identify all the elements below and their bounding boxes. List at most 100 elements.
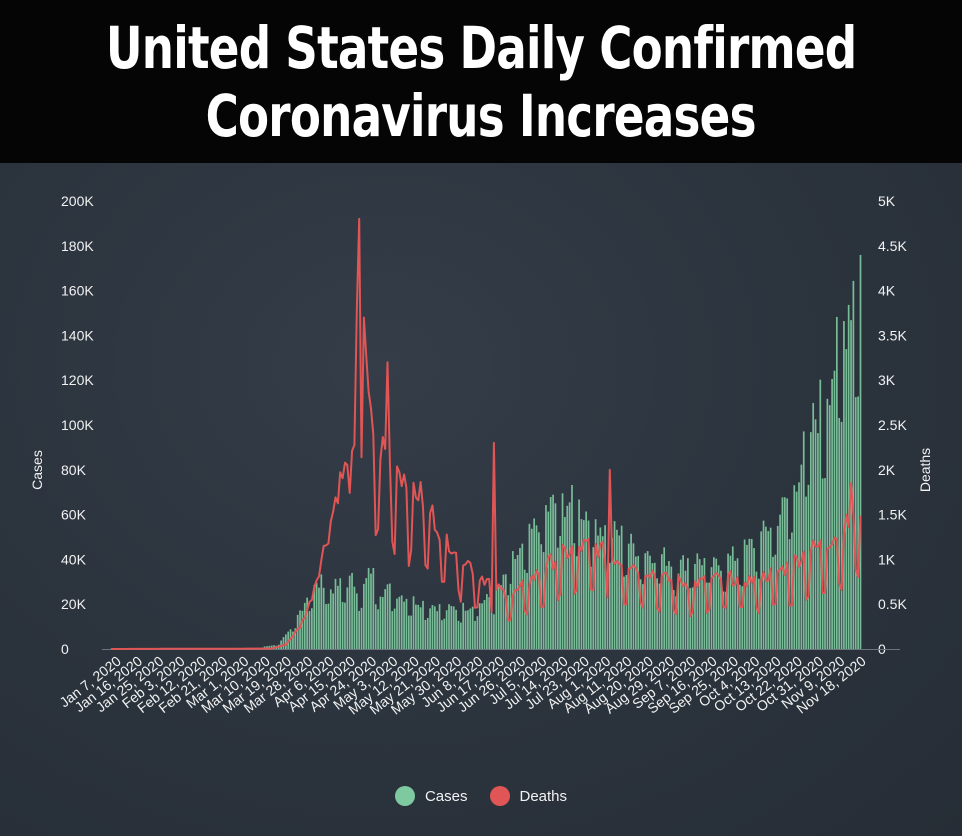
cases-bar — [355, 593, 358, 649]
cases-bar — [821, 478, 824, 649]
y-tick-right: 2.5K — [878, 417, 907, 433]
cases-bar — [464, 610, 467, 649]
cases-bar — [438, 604, 441, 649]
cases-bar — [426, 617, 429, 649]
cases-bar — [538, 532, 540, 649]
cases-bar — [292, 631, 294, 649]
cases-bar — [649, 555, 651, 649]
cases-bar — [282, 637, 285, 649]
cases-bar — [381, 596, 384, 649]
cases-bar — [301, 610, 304, 649]
y-tick-right: 5K — [878, 193, 896, 209]
cases-bar — [691, 587, 694, 649]
cases-bar — [571, 485, 573, 649]
cases-bar — [370, 573, 372, 649]
cases-bar — [386, 584, 389, 649]
cases-bar — [424, 619, 427, 649]
cases-bar — [748, 538, 751, 649]
cases-bar — [743, 539, 746, 649]
y-axis-label-cases: Cases — [29, 450, 45, 490]
cases-bar — [497, 586, 500, 649]
cases-bar — [835, 316, 838, 649]
cases-bar — [296, 614, 299, 649]
cases-bar — [665, 565, 668, 649]
cases-bar — [582, 520, 585, 649]
cases-bar — [535, 525, 538, 649]
cases-bar — [514, 559, 517, 649]
cases-bar — [467, 610, 469, 649]
cases-bar — [639, 579, 642, 649]
cases-bar — [486, 594, 488, 649]
y-tick-left: 140K — [61, 327, 94, 343]
cases-bar — [722, 591, 725, 649]
cases-bar — [663, 547, 666, 649]
cases-bar — [597, 535, 599, 649]
cases-bar — [521, 543, 524, 649]
cases-bar — [268, 645, 271, 649]
cases-bar — [731, 546, 734, 649]
cases-bar — [500, 585, 502, 649]
cases-bar — [325, 604, 327, 649]
cases-bar — [741, 586, 744, 649]
cases-bar — [318, 587, 320, 649]
cases-bar — [379, 596, 382, 649]
cases-bar — [765, 526, 767, 649]
cases-bar — [687, 558, 689, 649]
y-axis-label-deaths: Deaths — [917, 448, 933, 492]
legend-label-deaths: Deaths — [519, 787, 568, 805]
cases-bar — [637, 555, 640, 649]
y-tick-right: 1K — [878, 551, 896, 567]
cases-bar — [604, 525, 606, 649]
cases-bar — [625, 575, 628, 649]
cases-bar — [817, 433, 819, 649]
cases-bar — [779, 514, 781, 649]
y-tick-left: 0 — [61, 641, 69, 657]
cases-bar — [616, 529, 618, 649]
cases-bar — [391, 611, 394, 649]
cases-bar — [611, 537, 614, 649]
cases-bar — [474, 620, 476, 649]
cases-bar — [564, 517, 566, 649]
y-tick-left: 80K — [61, 462, 87, 478]
cases-bar — [365, 578, 368, 649]
y-tick-left: 20K — [61, 596, 87, 612]
cases-bar — [452, 606, 455, 649]
cases-bar — [750, 538, 753, 649]
cases-bar — [415, 604, 417, 649]
cases-bar — [459, 622, 462, 649]
cases-bar — [852, 280, 855, 649]
legend-item-deaths[interactable]: Deaths — [489, 786, 568, 806]
cases-bar — [646, 551, 649, 649]
cases-bar — [814, 419, 817, 649]
cases-bar — [585, 511, 588, 649]
cases-bar — [847, 304, 850, 649]
cases-bar — [488, 597, 491, 649]
cases-bar — [634, 556, 637, 649]
legend-item-cases[interactable]: Cases — [394, 786, 468, 806]
cases-bar — [755, 571, 758, 649]
cases-bar — [613, 521, 616, 649]
cases-bar — [724, 591, 727, 649]
cases-bar — [412, 596, 415, 649]
cases-bar — [339, 578, 342, 649]
cases-bar — [346, 587, 349, 649]
cases-bar — [670, 566, 673, 649]
cases-bar — [495, 587, 498, 649]
deaths-line — [110, 217, 862, 650]
chart-title-line-1: United States Daily Confirmed — [105, 13, 857, 82]
cases-bar — [502, 574, 505, 649]
cases-bar — [831, 378, 833, 649]
y-tick-left: 60K — [61, 507, 87, 523]
cases-bar — [566, 505, 569, 649]
cases-bar — [632, 543, 635, 649]
cases-bar — [660, 554, 663, 649]
cases-bar — [530, 528, 533, 649]
cases-bar — [448, 604, 450, 649]
cases-bar — [322, 587, 325, 649]
cases-bar — [422, 600, 424, 649]
cases-bar — [708, 582, 710, 649]
cases-bar — [313, 585, 316, 649]
cases-bar — [519, 547, 521, 649]
cases-bar — [294, 628, 297, 649]
cases-bar — [715, 558, 718, 649]
